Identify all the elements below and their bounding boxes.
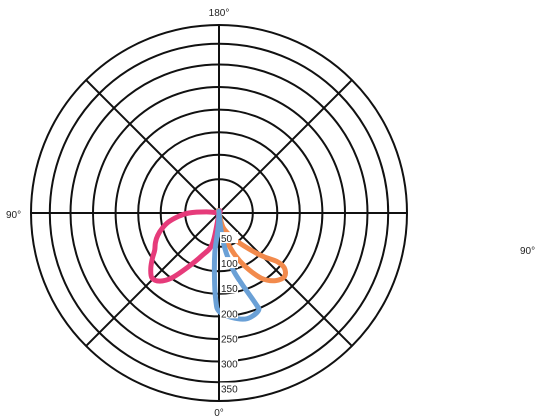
radial-tick-label-bg: [220, 332, 238, 344]
labels-layer: 180° 90° 0°: [6, 8, 229, 419]
radial-tick-label-bg: [220, 232, 238, 244]
angle-label-top: 180°: [209, 8, 230, 19]
radial-tick-label: 100: [221, 259, 238, 270]
angle-label-bottom: 0°: [214, 408, 224, 419]
radial-tick-label-bg: [220, 382, 238, 394]
outside-angle-label: 90°: [520, 246, 536, 257]
radial-tick-label-bg: [220, 282, 238, 294]
series-curve-pink: [148, 208, 223, 284]
radial-tick-label: 50: [221, 234, 233, 245]
angle-label-left: 90°: [6, 210, 21, 221]
radial-tick-label-bg: [220, 357, 238, 369]
radial-tick-label-bg: [220, 307, 238, 319]
radial-tick-label: 350: [221, 385, 238, 396]
radial-tick-label: 250: [221, 334, 238, 345]
radial-tick-label-bg: [220, 257, 238, 269]
radial-tick-label: 150: [221, 284, 238, 295]
radial-tick-labels: 50 100 150 200 250 300 350: [220, 232, 238, 396]
radial-tick-label: 300: [221, 359, 238, 370]
radial-tick-label: 200: [221, 309, 238, 320]
